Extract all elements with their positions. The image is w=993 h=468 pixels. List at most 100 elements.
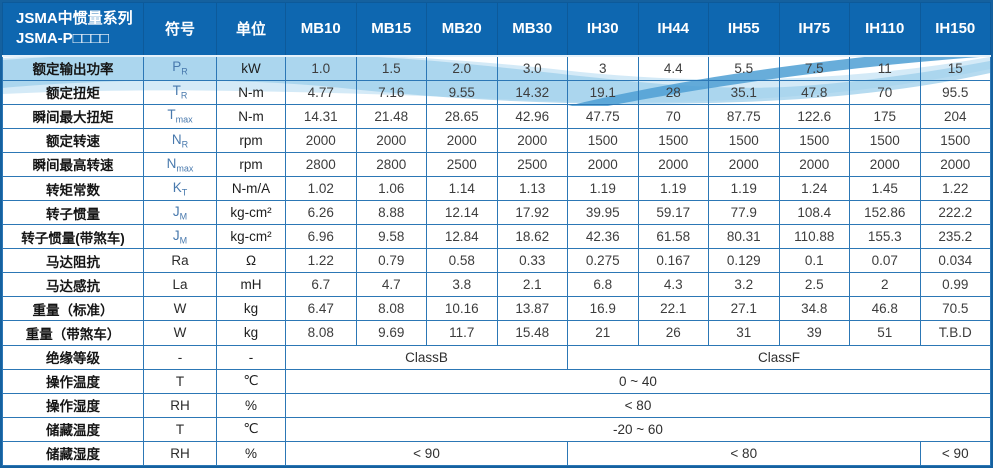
value-cell: 1500 [849,127,921,153]
span-cell: < 90 [919,440,991,466]
table-row: 马达阻抗 Ra Ω 1.22 0.79 0.58 0.33 0.275 0.167 0.129 0.… [2,248,991,274]
value-cell: 6.7 [285,272,357,298]
value-cell: 19.1 [567,79,639,105]
value-cell: 0.58 [426,248,498,274]
row-symbol: Nmax [143,151,217,177]
row-label: 储藏温度 [2,416,144,442]
value-cell: 6.8 [567,272,639,298]
value-cell: 3.0 [496,55,568,81]
value-cell: 35.1 [708,79,780,105]
table-row: 操作湿度 RH% < 80 [2,392,991,418]
span-cell: < 80 [567,440,921,466]
value-cell: 2000 [567,151,639,177]
value-cell: 27.1 [708,296,780,322]
value-cell: 4.4 [637,55,709,81]
row-unit: rpm [216,151,286,177]
value-cell: 26 [637,320,709,346]
value-cell: 1500 [708,127,780,153]
value-cell: 1500 [637,127,709,153]
span-cell: -20 ~ 60 [285,416,991,442]
value-cell: 6.26 [285,200,357,226]
row-label: 储藏湿度 [2,440,144,466]
value-cell: 42.36 [567,224,639,250]
value-cell: 2000 [637,151,709,177]
row-symbol: Ra [143,248,217,274]
value-cell: 61.58 [637,224,709,250]
value-cell: 1.45 [849,175,921,202]
column-header-ih30: IH30 [567,2,639,57]
value-cell: 8.08 [285,320,357,346]
value-cell: 2000 [496,127,568,153]
row-label: 绝缘等级 [2,344,144,370]
model-header-row: JSMA中惯量系列 JSMA-P□□□□ 符号 单位 MB10 MB15 MB20 M… [2,2,991,57]
value-cell: 8.88 [355,200,427,226]
value-cell: 12.84 [426,224,498,250]
value-cell: 95.5 [919,79,991,105]
value-cell: 175 [849,103,921,129]
value-cell: 87.75 [708,103,780,129]
value-cell: 1.02 [285,175,357,202]
column-header-ih150: IH150 [919,2,991,57]
row-label: 额定转速 [2,127,144,153]
column-header-mb15: MB15 [355,2,427,57]
span-cell: ClassB [285,344,568,370]
value-cell: 16.9 [567,296,639,322]
value-cell: 3 [567,55,639,81]
row-unit: - [216,344,286,370]
table-row: 转子惯量 JM kg-cm² 6.26 8.88 12.14 17.92 39.95 59.17… [2,200,991,226]
value-cell: 2 [849,272,921,298]
value-cell: 7.5 [778,55,850,81]
value-cell: 6.96 [285,224,357,250]
value-cell: 2.1 [496,272,568,298]
value-cell: 1.06 [355,175,427,202]
value-cell: 47.75 [567,103,639,129]
value-cell: 17.92 [496,200,568,226]
value-cell: 42.96 [496,103,568,129]
row-label: 额定输出功率 [2,55,144,81]
table-row: 储藏湿度 RH% < 90 < 80 < 90 [2,440,991,466]
row-unit: Ω [216,248,286,274]
row-label: 重量（标准） [2,296,144,322]
value-cell: 70 [849,79,921,105]
value-cell: 1.5 [355,55,427,81]
value-cell: 11 [849,55,921,81]
value-cell: 77.9 [708,200,780,226]
table-row: 转子惯量(带煞车) JM kg-cm² 6.96 9.58 12.84 18.62 42.36… [2,224,991,250]
row-symbol: Tmax [143,103,217,129]
column-header-unit: 单位 [216,2,286,57]
value-cell: 0.79 [355,248,427,274]
value-cell: 18.62 [496,224,568,250]
value-cell: T.B.D [919,320,991,346]
value-cell: 2000 [355,127,427,153]
value-cell: 34.8 [778,296,850,322]
row-symbol: T [143,416,217,442]
value-cell: 1.24 [778,175,850,202]
row-label: 额定扭矩 [2,79,144,105]
table-row: 绝缘等级 - - ClassB ClassF [2,344,991,370]
column-header-symbol: 符号 [143,2,217,57]
row-unit: rpm [216,127,286,153]
value-cell: 2500 [496,151,568,177]
value-cell: 122.6 [778,103,850,129]
row-symbol: T [143,368,217,394]
row-unit: N-m/A [216,175,286,202]
row-unit: kg [216,320,286,346]
span-cell: 0 ~ 40 [285,368,991,394]
value-cell: 2800 [355,151,427,177]
value-cell: 14.31 [285,103,357,129]
value-cell: 39.95 [567,200,639,226]
row-label: 瞬间最大扭矩 [2,103,144,129]
value-cell: 1.22 [285,248,357,274]
value-cell: 70.5 [919,296,991,322]
value-cell: 3.2 [708,272,780,298]
row-unit: kg-cm² [216,224,286,250]
value-cell: 0.99 [919,272,991,298]
row-label: 转子惯量(带煞车) [2,224,144,250]
value-cell: 2000 [285,127,357,153]
table-row: 操作温度 T ℃ 0 ~ 40 [2,368,991,394]
value-cell: 70 [637,103,709,129]
value-cell: 9.69 [355,320,427,346]
